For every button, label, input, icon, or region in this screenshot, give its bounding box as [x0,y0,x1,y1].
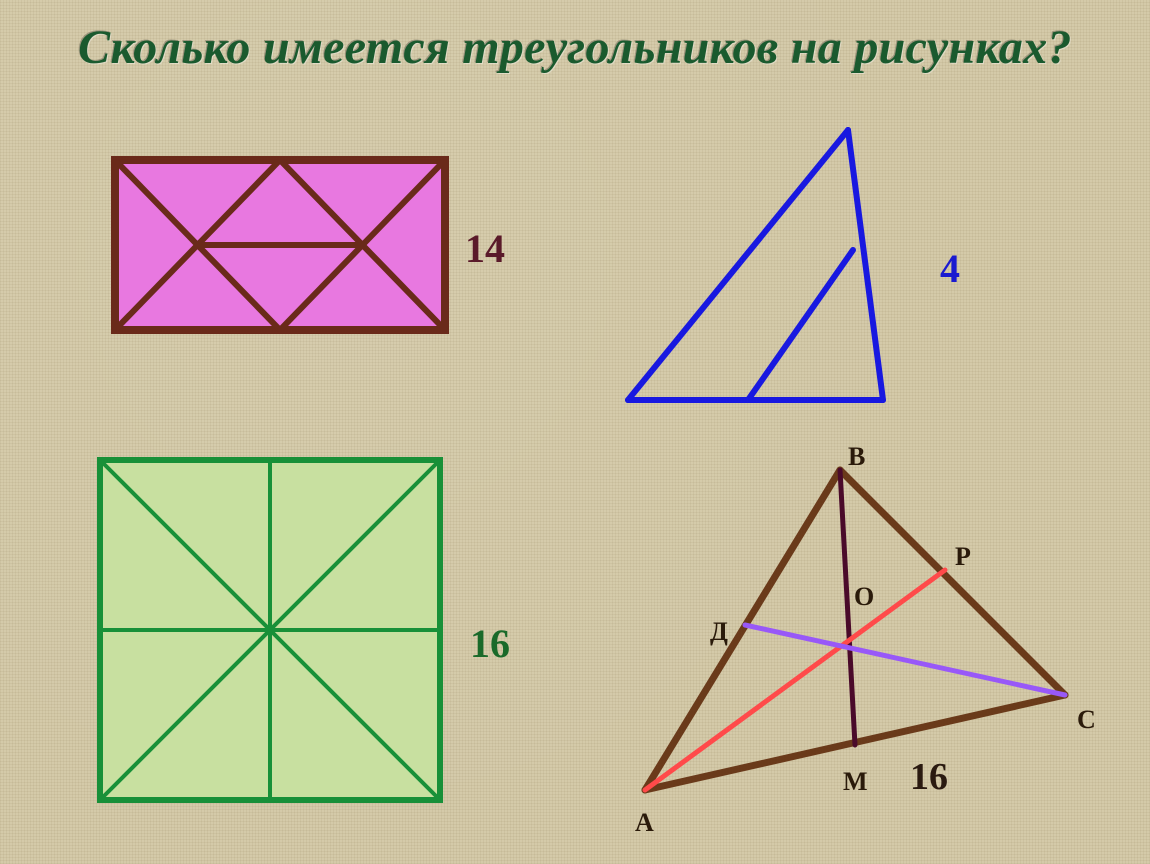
vertex-label: М [843,767,868,797]
vertex-label: С [1077,705,1096,735]
page-title: Сколько имеется треугольников на рисунка… [0,20,1150,75]
answer-1: 14 [465,225,505,272]
figure-1 [115,160,445,330]
answer-3: 16 [470,620,510,667]
figure-2 [628,130,928,430]
answer-4: 16 [910,755,948,799]
answer-2: 4 [940,245,960,292]
figure-3 [100,460,440,800]
vertex-label: А [635,808,654,838]
vertex-label: О [854,582,874,612]
vertex-label: В [848,442,865,472]
vertex-label: Р [955,542,971,572]
vertex-label: Д [710,617,728,647]
